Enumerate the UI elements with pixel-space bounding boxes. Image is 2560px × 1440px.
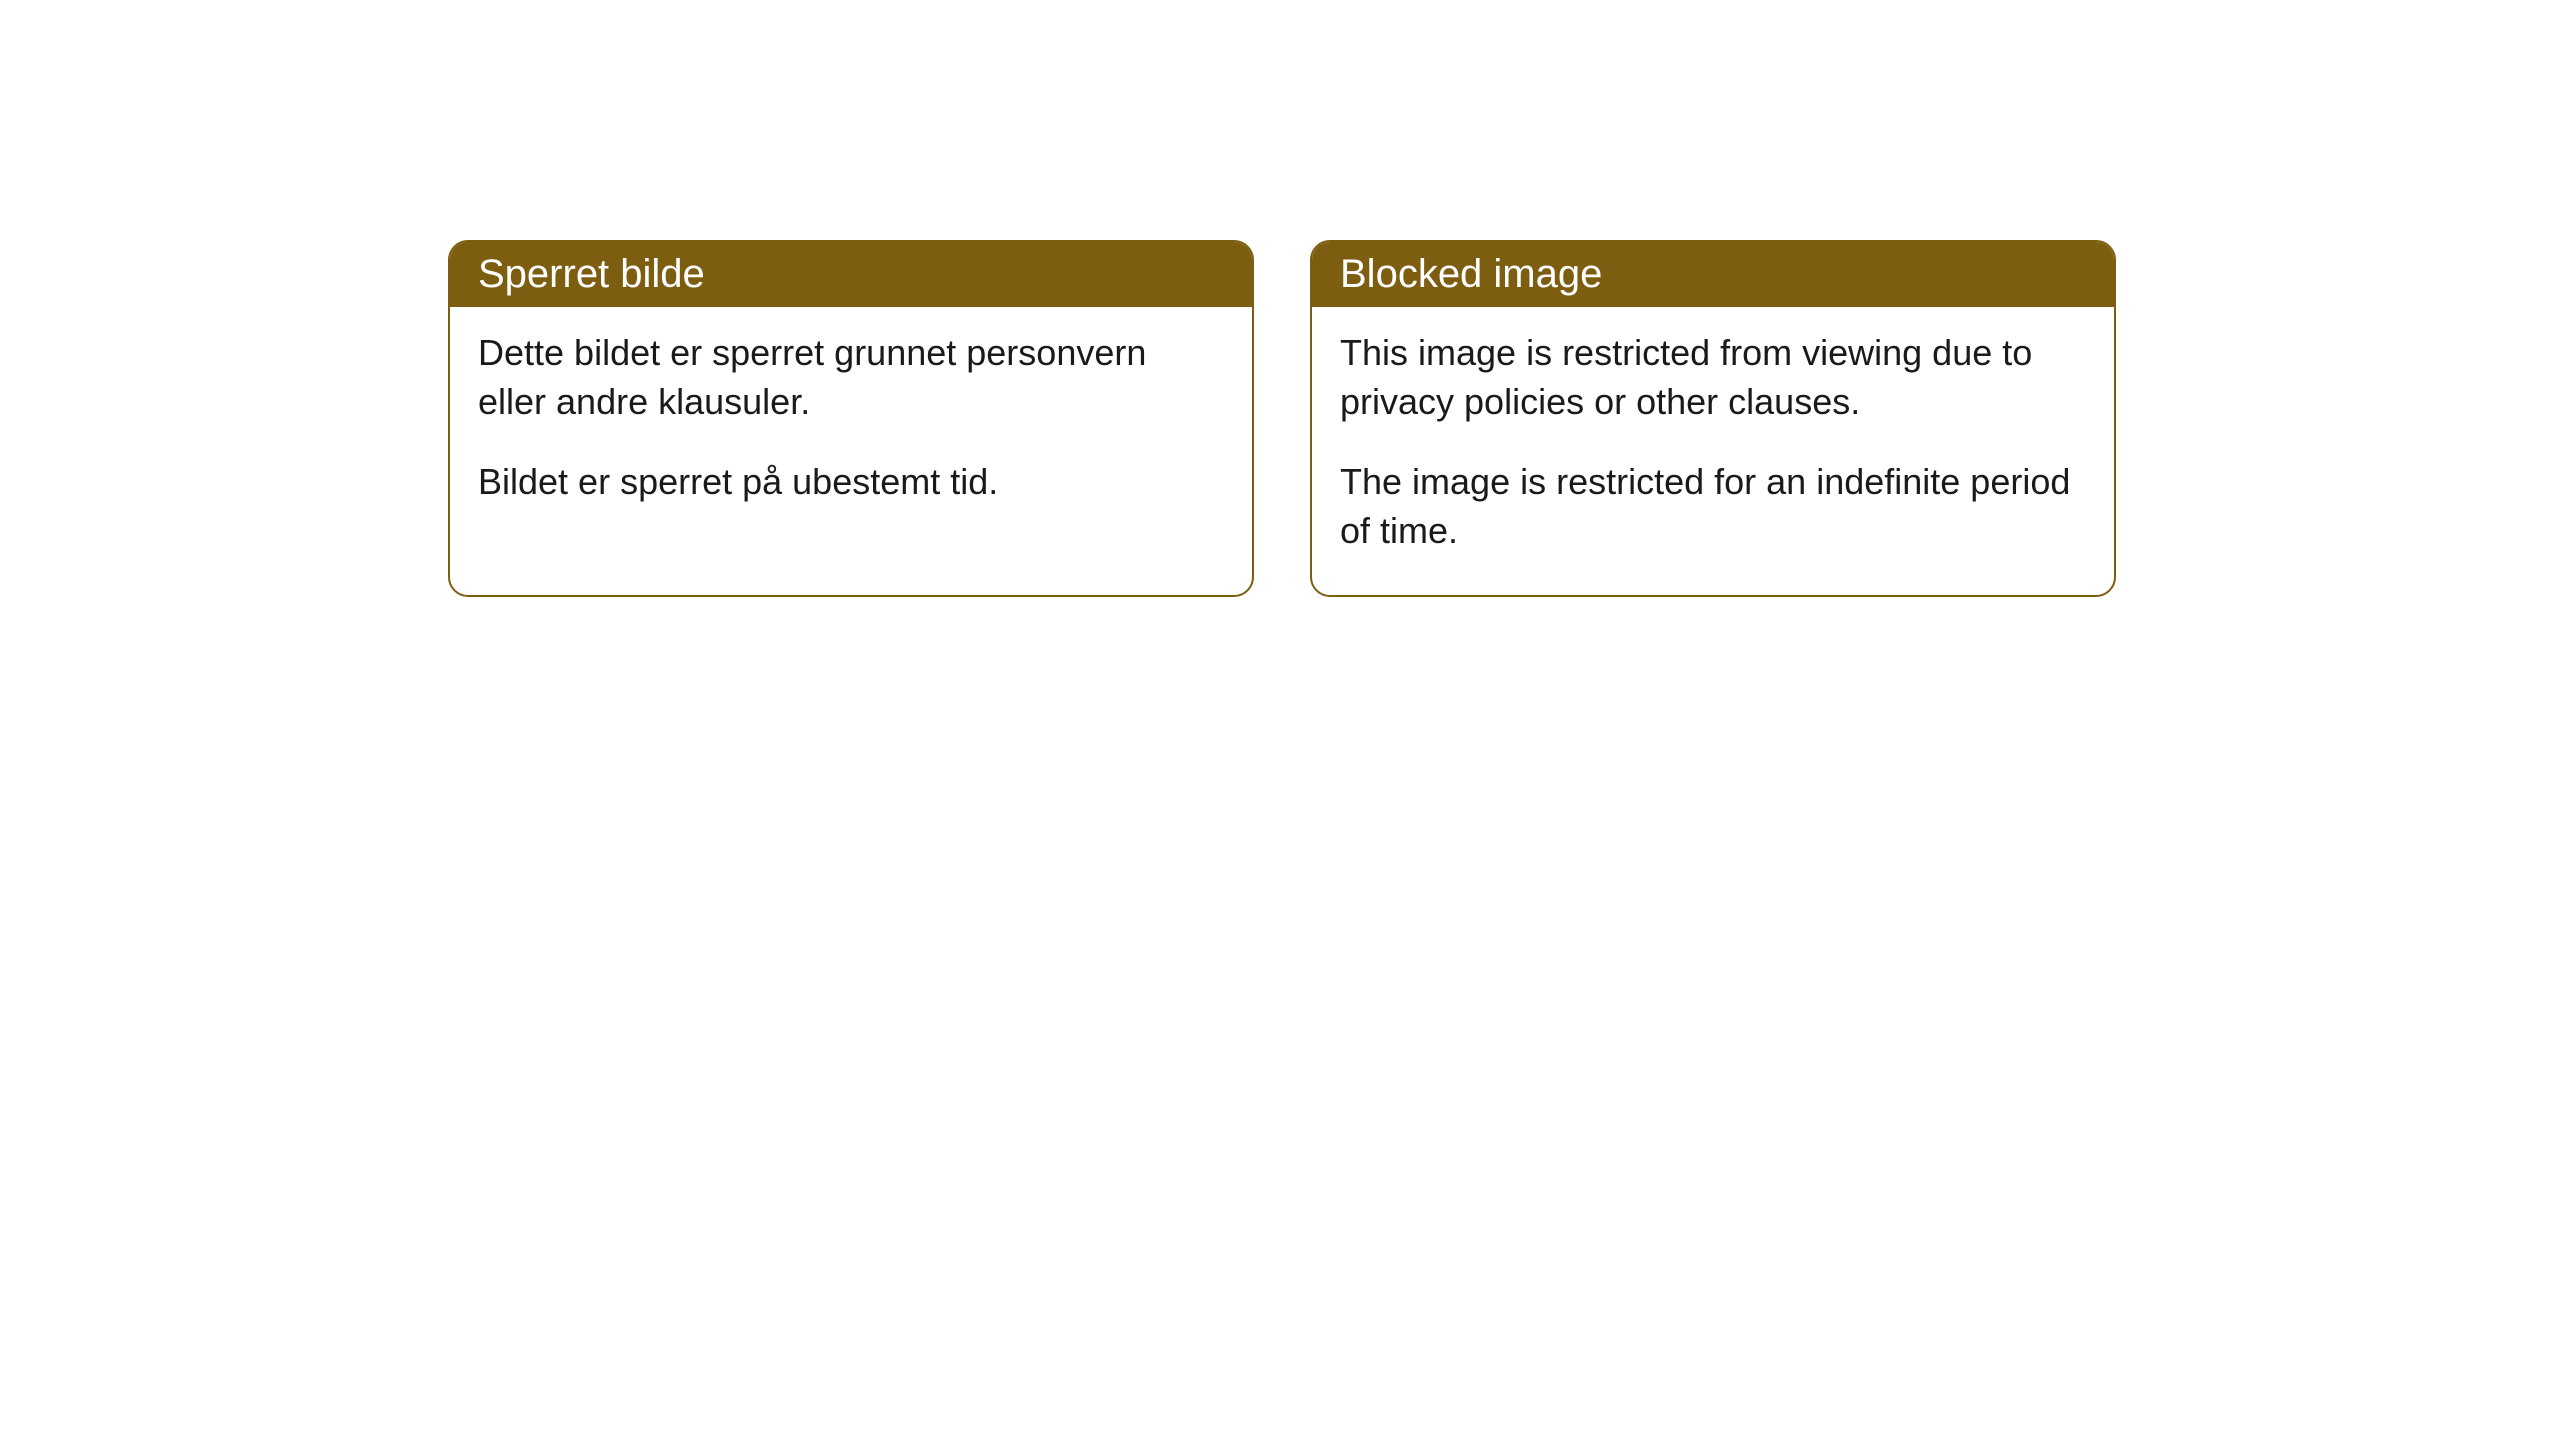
blocked-image-card-en: Blocked image This image is restricted f… bbox=[1310, 240, 2116, 597]
card-header-en: Blocked image bbox=[1312, 242, 2114, 307]
card-text-no-1: Dette bildet er sperret grunnet personve… bbox=[478, 329, 1224, 426]
card-text-en-1: This image is restricted from viewing du… bbox=[1340, 329, 2086, 426]
notice-cards-container: Sperret bilde Dette bildet er sperret gr… bbox=[448, 240, 2116, 597]
card-title-no: Sperret bilde bbox=[478, 252, 705, 296]
card-text-en-2: The image is restricted for an indefinit… bbox=[1340, 458, 2086, 555]
card-text-no-2: Bildet er sperret på ubestemt tid. bbox=[478, 458, 1224, 507]
card-title-en: Blocked image bbox=[1340, 252, 1602, 296]
card-body-no: Dette bildet er sperret grunnet personve… bbox=[450, 307, 1252, 547]
card-header-no: Sperret bilde bbox=[450, 242, 1252, 307]
card-body-en: This image is restricted from viewing du… bbox=[1312, 307, 2114, 595]
blocked-image-card-no: Sperret bilde Dette bildet er sperret gr… bbox=[448, 240, 1254, 597]
